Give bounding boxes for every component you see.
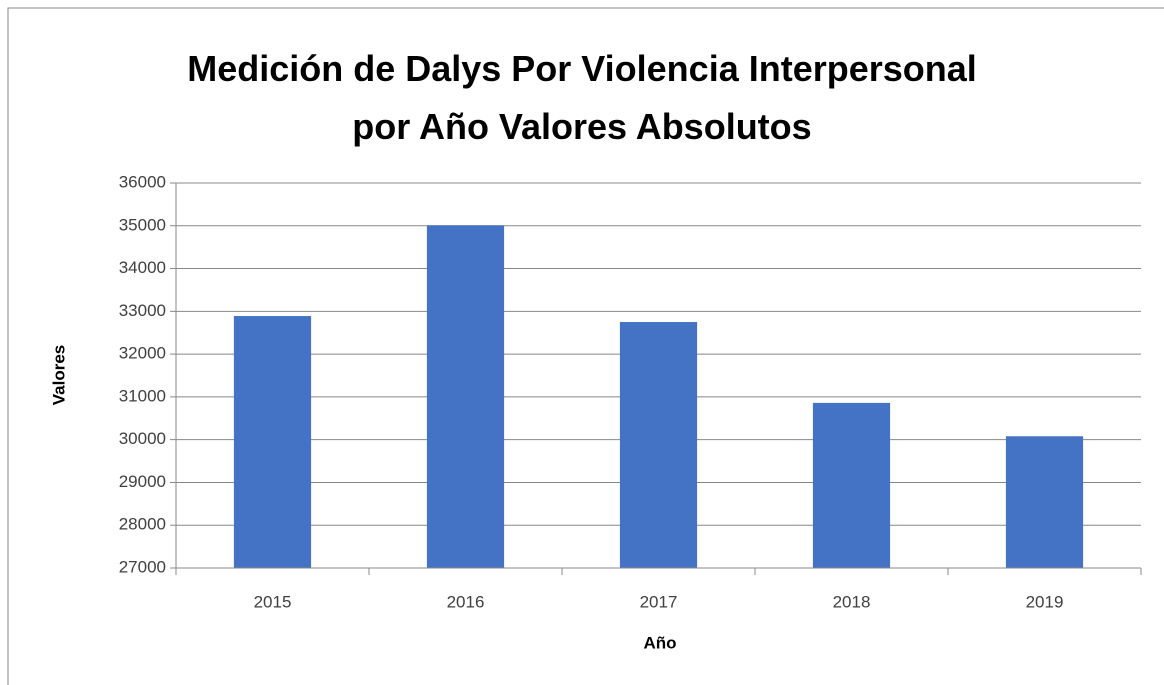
bar <box>233 316 312 568</box>
y-tick-label: 35000 <box>119 215 166 234</box>
y-tick-label: 28000 <box>119 515 166 534</box>
y-tick-label: 29000 <box>119 472 166 491</box>
chart-border <box>7 7 1164 685</box>
y-tick-label: 33000 <box>119 301 166 320</box>
x-tick-label: 2018 <box>833 592 871 611</box>
x-tick-label: 2017 <box>640 592 678 611</box>
y-tick-label: 36000 <box>119 172 166 191</box>
x-tick-label: 2016 <box>447 592 485 611</box>
bar <box>619 322 698 568</box>
y-tick-label: 31000 <box>119 386 166 405</box>
x-axis-label: Año <box>643 633 676 652</box>
y-tick-label: 32000 <box>119 344 166 363</box>
bar <box>812 402 891 568</box>
bar <box>426 225 505 568</box>
y-axis-label: Valores <box>49 345 68 406</box>
bar <box>1005 436 1084 568</box>
x-tick-label: 2019 <box>1026 592 1064 611</box>
y-tick-label: 34000 <box>119 258 166 277</box>
chart-title: Medición de Dalys Por Violencia Interper… <box>187 48 977 147</box>
y-tick-label: 30000 <box>119 429 166 448</box>
y-tick-label: 27000 <box>119 557 166 576</box>
x-tick-label: 2015 <box>254 592 292 611</box>
